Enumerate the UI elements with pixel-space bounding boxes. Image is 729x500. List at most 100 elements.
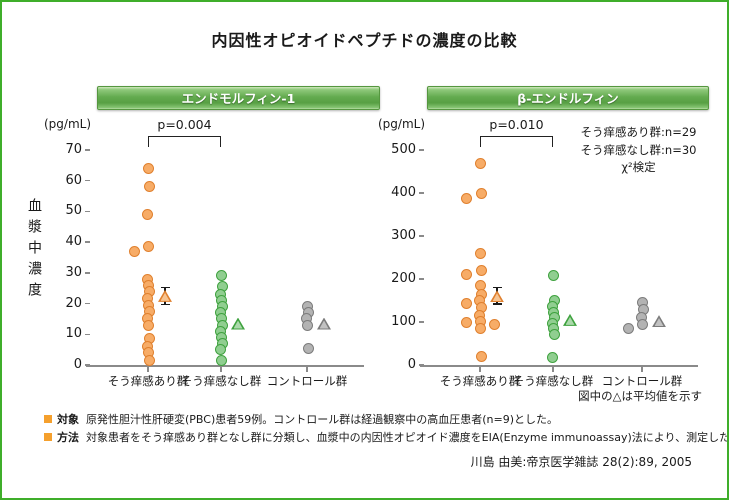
mean-triangle-fill [319, 320, 329, 329]
data-point-dot [142, 319, 154, 331]
data-point-dot [142, 162, 154, 174]
data-point-dot [143, 354, 155, 366]
data-point-dot [546, 351, 558, 363]
unit-label: (pg/mL) [378, 117, 426, 131]
mean-triangle [563, 313, 577, 326]
y-tick-label: 60 [65, 172, 82, 188]
p-value-label: p=0.010 [489, 117, 544, 132]
y-tick-label: 20 [65, 295, 82, 311]
panel-header: β-エンドルフィン [427, 86, 709, 110]
data-point-dot [460, 317, 472, 329]
group-label: コントロール群 [266, 374, 348, 388]
p-value-label: p=0.004 [157, 117, 212, 132]
bullet-square-icon [44, 433, 52, 441]
x-axis [86, 365, 364, 367]
mean-triangle-fill [233, 320, 243, 329]
x-tick [479, 367, 481, 372]
mean-triangle [231, 317, 245, 330]
y-tick [85, 272, 90, 274]
note-text: 対象患者をそう痒感あり群となし群に分類し、血漿中の内因性オピオイド濃度をEIA(… [86, 431, 729, 444]
unit-label: (pg/mL) [44, 117, 92, 131]
y-tick-label: 70 [65, 142, 82, 157]
group-label: そう痒感あり群 [107, 374, 189, 388]
data-point-dot [301, 319, 313, 331]
note-text: 原発性胆汁性肝硬変(PBC)患者59例。コントロール群は経過観察中の高血圧患者(… [86, 413, 559, 426]
data-point-dot [474, 158, 486, 170]
chart-endomorphin-1: エンドモルフィン-1 (pg/mL) 0 10 20 30 40 50 60 70 そう痒感あり群そ… [42, 86, 380, 392]
mean-triangle-fill [565, 316, 575, 325]
y-tick-label: 200 [391, 271, 416, 286]
data-point-dot [141, 209, 153, 220]
data-point-dot [142, 241, 154, 253]
annotation-line: そう痒感なし群:n=30 [580, 142, 697, 157]
y-tick-label: 100 [391, 314, 416, 329]
annotation-line: そう痒感あり群:n=29 [580, 125, 697, 139]
note-label: 方法 [57, 431, 79, 444]
data-point-dot [128, 245, 140, 257]
mean-triangle [652, 315, 666, 328]
y-tick [85, 149, 90, 151]
data-point-dot [622, 322, 634, 334]
data-point-dot [460, 192, 472, 204]
y-tick [419, 192, 424, 194]
data-point-dot [475, 350, 487, 362]
y-tick [85, 210, 90, 213]
y-tick [419, 235, 424, 237]
data-point-dot [547, 270, 559, 282]
y-tick [85, 333, 90, 336]
y-tick-label: 0 [73, 357, 82, 372]
data-point-dot [215, 270, 227, 282]
data-point-dot [475, 264, 487, 276]
panel-header: エンドモルフィン-1 [97, 86, 380, 110]
x-tick [220, 367, 222, 372]
data-point-dot [302, 342, 314, 354]
y-tick [419, 149, 424, 151]
data-point-dot [460, 269, 472, 281]
y-tick-label: 0 [407, 357, 416, 372]
data-point-dot [460, 298, 472, 310]
mean-triangle [317, 317, 331, 330]
data-point-dot [636, 318, 648, 330]
note-row-method: 方法 対象患者をそう痒感あり群となし群に分類し、血漿中の内因性オピオイド濃度をEI… [44, 429, 727, 447]
annotation-line: χ²検定 [621, 160, 656, 174]
note-row-subjects: 対象 原発性胆汁性肝硬変(PBC)患者59例。コントロール群は経過観察中の高血圧患… [44, 411, 704, 429]
data-point-dot [548, 328, 560, 340]
chart-beta-endorphin: β-エンドルフィン (pg/mL) 0 100 200 300 400 500 そう痒感あり群そ… [376, 86, 716, 392]
y-tick-label: 40 [65, 234, 82, 250]
mean-triangle-fill [654, 318, 664, 327]
group-label: そう痒感なし群 [512, 374, 594, 388]
y-tick-label: 400 [391, 185, 416, 200]
y-tick [85, 302, 90, 305]
x-axis [420, 365, 698, 367]
y-tick-label: 10 [65, 326, 82, 342]
data-point-dot [474, 322, 486, 334]
x-tick [147, 367, 149, 372]
figure-title: 内因性オピオイドペプチドの濃度の比較 [211, 31, 518, 50]
y-tick-label: 300 [391, 228, 416, 243]
x-tick [641, 367, 643, 372]
y-tick [85, 241, 90, 243]
group-label: そう痒感なし群 [180, 374, 262, 388]
significance-bracket [480, 136, 553, 147]
y-tick [419, 278, 424, 280]
data-point-dot [475, 188, 487, 200]
data-point-dot [214, 344, 226, 356]
mean-triangle-fill [160, 292, 170, 301]
data-point-dot [143, 181, 155, 193]
notes: 対象 原発性胆汁性肝硬変(PBC)患者59例。コントロール群は経過観察中の高血圧患… [44, 411, 727, 447]
y-tick-label: 500 [391, 142, 416, 157]
group-label: そう痒感あり群 [439, 374, 521, 388]
mean-triangle-fill [492, 293, 502, 302]
significance-bracket [148, 136, 221, 147]
group-label: コントロール群 [601, 374, 683, 388]
y-tick [419, 321, 424, 323]
citation: 川島 由美:帝京医学雑誌 28(2):89, 2005 [470, 455, 692, 469]
note-label: 対象 [57, 413, 79, 426]
y-tick-label: 30 [65, 264, 82, 280]
x-tick [306, 367, 308, 372]
data-point-dot [474, 247, 486, 259]
data-point-dot [488, 318, 500, 330]
bullet-square-icon [44, 415, 52, 423]
y-tick-label: 50 [65, 203, 82, 219]
